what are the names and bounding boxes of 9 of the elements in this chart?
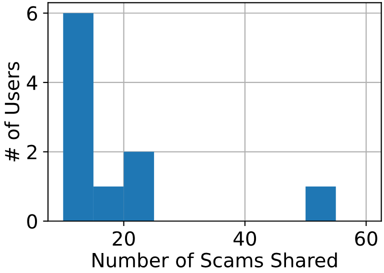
y-tick-label: 4	[26, 76, 38, 90]
y-tick-label: 2	[27, 144, 36, 160]
y-axis-title: # of Users	[4, 62, 20, 162]
x-tick-label: 60	[355, 231, 378, 246]
y-tick-label: 6	[27, 6, 38, 21]
x-axis-title: Number of Scams Shared	[92, 252, 337, 268]
x-tick-label: 40	[234, 231, 256, 246]
x-tick-label: 20	[112, 231, 135, 246]
y-tick-label: 0	[27, 214, 37, 229]
